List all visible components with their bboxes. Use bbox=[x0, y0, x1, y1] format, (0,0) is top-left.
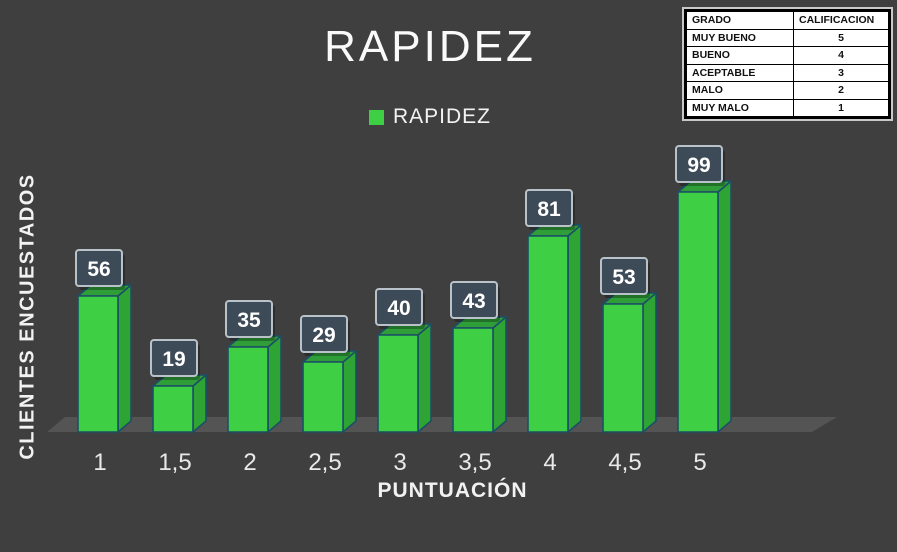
grade-table-score-cell: 4 bbox=[793, 46, 889, 65]
legend-label: RAPIDEZ bbox=[392, 105, 491, 128]
x-tick-label: 4 bbox=[543, 449, 556, 476]
grade-table-grade-cell: BUENO bbox=[686, 46, 794, 65]
bar-front bbox=[152, 385, 194, 433]
bar-front bbox=[677, 191, 719, 433]
x-tick-label: 3,5 bbox=[458, 449, 491, 476]
bar-side bbox=[342, 350, 357, 433]
bar-front bbox=[527, 235, 569, 433]
value-label: 29 bbox=[312, 324, 335, 347]
value-callout bbox=[300, 315, 348, 353]
value-label: 53 bbox=[612, 266, 635, 289]
bar-side bbox=[117, 284, 132, 433]
y-axis-title: CLIENTES ENCUESTADOS bbox=[16, 173, 39, 460]
grade-table-header-cell: CALIFICACION bbox=[793, 11, 889, 30]
bar-side bbox=[267, 335, 282, 433]
legend-swatch-icon bbox=[368, 109, 384, 125]
legend: RAPIDEZ bbox=[0, 105, 860, 129]
value-label: 99 bbox=[687, 154, 710, 177]
grade-table-header-cell: GRADO bbox=[686, 11, 794, 30]
x-axis-title: PUNTUACIÓN bbox=[377, 479, 528, 502]
value-label: 81 bbox=[537, 198, 561, 221]
grade-table-grade-cell: MUY BUENO bbox=[686, 28, 794, 47]
x-tick-label: 1,5 bbox=[158, 449, 191, 476]
value-callout bbox=[675, 145, 723, 183]
bar-front bbox=[452, 327, 494, 433]
x-tick-label: 5 bbox=[693, 449, 706, 476]
value-callout bbox=[150, 339, 198, 377]
bar-side bbox=[417, 323, 432, 433]
value-label: 35 bbox=[237, 309, 261, 332]
bar-front bbox=[602, 303, 644, 433]
chart-title: RAPIDEZ bbox=[324, 22, 536, 71]
grade-table-score-cell: 3 bbox=[793, 63, 889, 82]
value-label: 40 bbox=[387, 297, 410, 320]
x-tick-label: 4,5 bbox=[608, 449, 641, 476]
bar-front bbox=[302, 361, 344, 433]
value-callout bbox=[450, 281, 498, 319]
value-callout bbox=[225, 300, 273, 338]
grade-table-row: BUENO 4 bbox=[686, 46, 889, 65]
grade-table-row: MUY BUENO 5 bbox=[686, 28, 889, 47]
bar-side bbox=[567, 224, 582, 433]
value-callout bbox=[600, 257, 648, 295]
value-callout bbox=[75, 249, 123, 287]
bar-side bbox=[717, 180, 732, 433]
grade-table-row: MALO 2 bbox=[686, 81, 889, 100]
bar-front bbox=[377, 334, 419, 433]
x-tick-label: 1 bbox=[93, 449, 106, 476]
value-callout bbox=[375, 288, 423, 326]
bar-front bbox=[227, 346, 269, 433]
x-tick-label: 2,5 bbox=[308, 449, 341, 476]
bar-side bbox=[492, 316, 507, 433]
grade-table-score-cell: 1 bbox=[793, 98, 889, 117]
bar-front bbox=[77, 295, 119, 433]
grade-table-score-cell: 2 bbox=[793, 81, 889, 100]
x-tick-label: 3 bbox=[393, 449, 406, 476]
grade-table-score-cell: 5 bbox=[793, 28, 889, 47]
x-tick-label: 2 bbox=[243, 449, 256, 476]
value-label: 43 bbox=[462, 290, 485, 313]
value-callout bbox=[525, 189, 573, 227]
grade-table-grade-cell: MALO bbox=[686, 81, 794, 100]
value-label: 19 bbox=[162, 348, 185, 371]
grade-table-grade-cell: MUY MALO bbox=[686, 98, 794, 117]
grade-table: GRADO CALIFICACION MUY BUENO 5 BUENO 4 ACEPTAB… bbox=[682, 7, 893, 121]
grade-table-row: MUY MALO 1 bbox=[686, 98, 889, 117]
grade-table-row: ACEPTABLE 3 bbox=[686, 63, 889, 82]
value-label: 56 bbox=[87, 258, 110, 281]
bar-side bbox=[642, 292, 657, 433]
grade-table-grade-cell: ACEPTABLE bbox=[686, 63, 794, 82]
